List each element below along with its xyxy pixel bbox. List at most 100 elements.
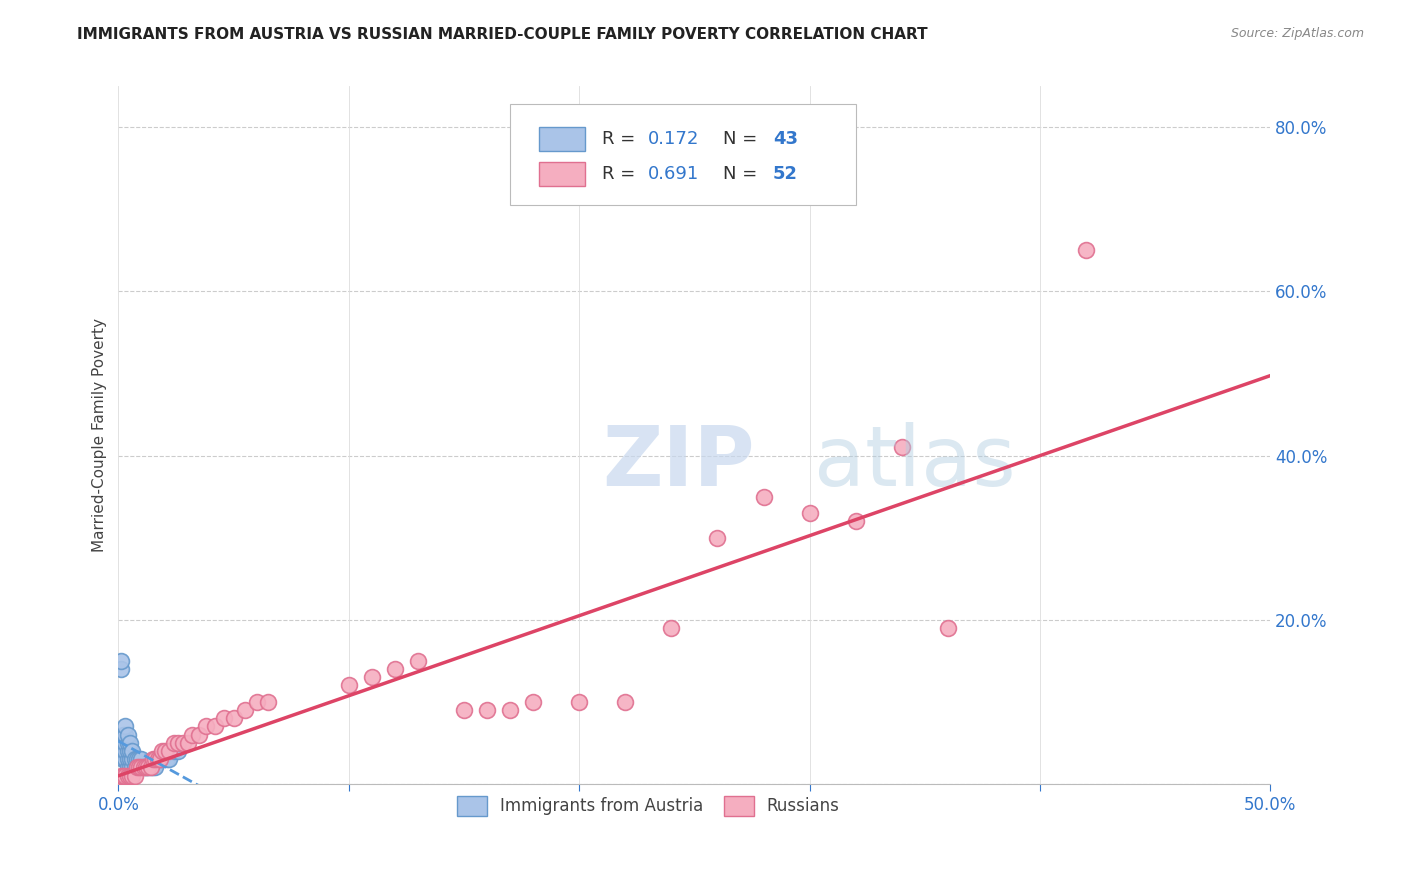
Text: 43: 43	[773, 129, 797, 148]
Point	[157, 744, 180, 758]
Point	[522, 695, 544, 709]
Point	[257, 695, 280, 709]
Point	[475, 703, 498, 717]
Point	[150, 744, 173, 758]
Point	[143, 760, 166, 774]
Point	[117, 760, 139, 774]
Text: atlas: atlas	[602, 423, 1017, 503]
Point	[110, 662, 132, 676]
Text: R =: R =	[602, 129, 641, 148]
Point	[117, 752, 139, 766]
Text: 0.172: 0.172	[648, 129, 700, 148]
Point	[752, 490, 775, 504]
Point	[139, 760, 162, 774]
Point	[233, 703, 256, 717]
Point	[246, 695, 269, 709]
Point	[112, 736, 135, 750]
Point	[799, 506, 821, 520]
Point	[360, 670, 382, 684]
Point	[121, 768, 143, 782]
Point	[117, 768, 139, 782]
Point	[112, 752, 135, 766]
Point	[149, 752, 172, 766]
Point	[112, 727, 135, 741]
Point	[135, 760, 157, 774]
Point	[125, 752, 148, 766]
FancyBboxPatch shape	[538, 161, 585, 186]
Text: N =: N =	[723, 164, 763, 183]
Legend: Immigrants from Austria, Russians: Immigrants from Austria, Russians	[449, 788, 848, 824]
Point	[128, 752, 150, 766]
Point	[118, 768, 141, 782]
Point	[142, 760, 165, 774]
Point	[114, 752, 136, 766]
Point	[406, 654, 429, 668]
Text: R =: R =	[602, 164, 641, 183]
Point	[124, 768, 146, 782]
Point	[114, 727, 136, 741]
Point	[706, 531, 728, 545]
Point	[132, 760, 155, 774]
Point	[132, 760, 155, 774]
Text: 52: 52	[773, 164, 797, 183]
Text: ZIP: ZIP	[602, 423, 755, 503]
Point	[117, 727, 139, 741]
Point	[124, 760, 146, 774]
Point	[117, 744, 139, 758]
Point	[172, 736, 194, 750]
Point	[139, 760, 162, 774]
Point	[114, 768, 136, 782]
Point	[121, 760, 143, 774]
Point	[146, 752, 169, 766]
Text: Source: ZipAtlas.com: Source: ZipAtlas.com	[1230, 27, 1364, 40]
Point	[124, 752, 146, 766]
Point	[163, 744, 186, 758]
Point	[163, 736, 186, 750]
Point	[156, 752, 179, 766]
Point	[131, 760, 153, 774]
Point	[167, 744, 190, 758]
Point	[121, 752, 143, 766]
Text: IMMIGRANTS FROM AUSTRIA VS RUSSIAN MARRIED-COUPLE FAMILY POVERTY CORRELATION CHA: IMMIGRANTS FROM AUSTRIA VS RUSSIAN MARRI…	[77, 27, 928, 42]
Point	[188, 727, 211, 741]
Point	[131, 752, 153, 766]
Point	[142, 752, 165, 766]
Point	[453, 703, 475, 717]
Point	[112, 768, 135, 782]
Point	[114, 736, 136, 750]
Point	[499, 703, 522, 717]
Point	[138, 760, 160, 774]
Point	[195, 719, 218, 733]
Point	[181, 727, 204, 741]
Text: 0.691: 0.691	[648, 164, 700, 183]
Point	[125, 760, 148, 774]
Point	[110, 654, 132, 668]
Point	[661, 621, 683, 635]
Point	[118, 736, 141, 750]
Point	[118, 744, 141, 758]
FancyBboxPatch shape	[538, 127, 585, 152]
Text: N =: N =	[723, 129, 763, 148]
Point	[845, 514, 868, 528]
Point	[128, 760, 150, 774]
Point	[128, 760, 150, 774]
Point	[110, 768, 132, 782]
Point	[204, 719, 226, 733]
Point	[114, 744, 136, 758]
Point	[384, 662, 406, 676]
FancyBboxPatch shape	[510, 103, 856, 205]
Point	[118, 760, 141, 774]
Point	[153, 744, 176, 758]
Point	[117, 736, 139, 750]
Point	[890, 441, 912, 455]
Point	[614, 695, 637, 709]
Point	[337, 678, 360, 692]
Point	[176, 736, 198, 750]
Point	[149, 752, 172, 766]
Point	[118, 752, 141, 766]
Point	[1074, 244, 1097, 258]
Point	[167, 736, 190, 750]
Point	[138, 760, 160, 774]
Y-axis label: Married-Couple Family Poverty: Married-Couple Family Poverty	[93, 318, 107, 552]
Point	[568, 695, 591, 709]
